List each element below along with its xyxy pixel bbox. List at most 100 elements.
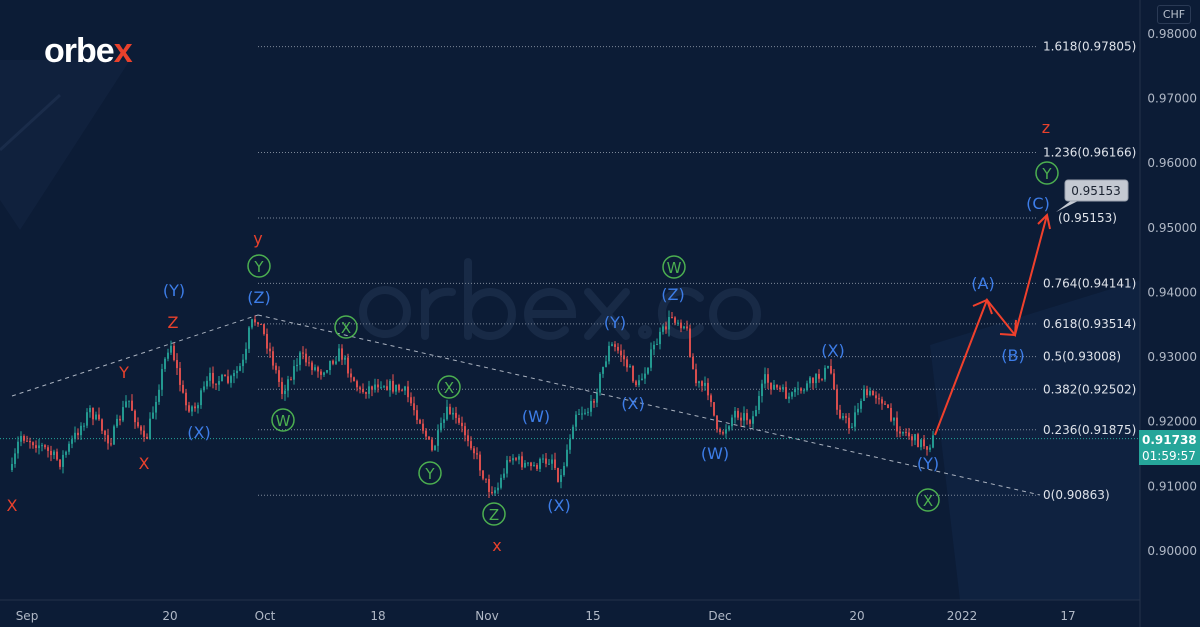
- candle-body: [425, 430, 427, 437]
- candle-body: [272, 351, 274, 366]
- candle-body: [746, 413, 748, 421]
- fib-level-label: 0.618(0.93514): [1043, 317, 1136, 331]
- candle-body: [71, 439, 73, 444]
- candle-body: [221, 374, 223, 382]
- bg-shape: [0, 60, 130, 230]
- candle-body: [149, 418, 151, 439]
- candle-body: [398, 384, 400, 391]
- candle-body: [92, 407, 94, 420]
- candle-body: [797, 388, 799, 390]
- price-tick-label: 0.95000: [1147, 221, 1197, 235]
- wave-label-green: X: [923, 492, 933, 510]
- candle-body: [686, 326, 688, 329]
- candle-body: [641, 378, 643, 381]
- candle-body: [50, 450, 52, 456]
- candle-body: [632, 366, 634, 382]
- candle-body: [899, 431, 901, 434]
- candle-body: [59, 459, 61, 467]
- projection-path: [934, 214, 1048, 436]
- candle-body: [329, 360, 331, 371]
- candle-body: [728, 426, 730, 430]
- currency-badge[interactable]: CHF: [1157, 5, 1191, 24]
- candle-body: [404, 386, 406, 391]
- candle-body: [371, 386, 373, 390]
- candle-body: [584, 412, 586, 414]
- candle-body: [419, 419, 421, 424]
- candle-body: [689, 328, 691, 357]
- wave-label-circle: [271, 408, 295, 432]
- candle-body: [41, 445, 43, 447]
- wave-label-red: z: [1042, 118, 1050, 137]
- watermark-glyph: [464, 288, 516, 340]
- price-tick-label: 0.92000: [1147, 415, 1197, 429]
- candle-body: [38, 445, 40, 449]
- candle-body: [392, 380, 394, 392]
- candle-body: [80, 425, 82, 436]
- candle-body: [407, 386, 409, 398]
- candle-body: [836, 389, 838, 410]
- price-tick-label: 0.98000: [1147, 27, 1197, 41]
- arrowhead-icon: [999, 319, 1017, 337]
- candle-body: [848, 417, 850, 429]
- candle-body: [170, 345, 172, 353]
- candle-body: [659, 331, 661, 345]
- candle-body: [509, 460, 511, 462]
- candle-body: [248, 327, 250, 349]
- wave-label-green: W: [667, 259, 682, 277]
- candle-body: [326, 370, 328, 373]
- wave-label-blue: (W): [701, 444, 729, 463]
- candle-body: [353, 377, 355, 382]
- candle-body: [359, 387, 361, 390]
- fib-level-label: 1.618(0.97805): [1043, 40, 1136, 54]
- candle-body: [635, 381, 637, 386]
- candle-body: [131, 400, 133, 411]
- candle-body: [587, 411, 589, 413]
- candle-body: [347, 357, 349, 374]
- candle-body: [140, 426, 142, 431]
- candle-body: [779, 387, 781, 390]
- candle-body: [782, 387, 784, 390]
- callout-pointer: [1056, 200, 1080, 212]
- candle-body: [620, 350, 622, 356]
- candle-body: [767, 374, 769, 383]
- candle-body: [278, 370, 280, 382]
- candle-body: [275, 365, 277, 371]
- candle-body: [389, 380, 391, 391]
- candle-body: [851, 426, 853, 429]
- candle-body: [473, 448, 475, 454]
- candle-body: [464, 426, 466, 436]
- wave-label-blue: (Z): [247, 288, 270, 307]
- candle-body: [374, 384, 376, 390]
- candle-body: [590, 401, 592, 412]
- candle-body: [356, 381, 358, 388]
- candle-body: [809, 377, 811, 384]
- candle-body: [428, 436, 430, 440]
- candle-body: [119, 418, 121, 421]
- candle-body: [623, 355, 625, 360]
- candle-body: [386, 386, 388, 391]
- candle-body: [197, 405, 199, 409]
- price-tick-label: 0.94000: [1147, 285, 1197, 299]
- candle-body: [77, 432, 79, 436]
- candle-body: [578, 413, 580, 415]
- candle-body: [395, 384, 397, 392]
- candle-body: [581, 413, 583, 415]
- candle-body: [692, 356, 694, 370]
- candle-body: [401, 390, 403, 392]
- candle-body: [653, 344, 655, 350]
- wave-label-blue: (X): [187, 423, 210, 442]
- time-tick-label: 2022: [947, 609, 978, 623]
- candle-body: [803, 390, 805, 392]
- wave-label-green: Y: [424, 465, 435, 483]
- candle-body: [383, 386, 385, 388]
- candle-body: [455, 412, 457, 418]
- candle-body: [638, 380, 640, 386]
- candle-body: [557, 467, 559, 482]
- candle-body: [719, 429, 721, 433]
- candle-body: [98, 414, 100, 420]
- candle-body: [542, 458, 544, 460]
- time-tick-label: 18: [370, 609, 385, 623]
- candle-body: [215, 383, 217, 385]
- candles: [11, 310, 934, 498]
